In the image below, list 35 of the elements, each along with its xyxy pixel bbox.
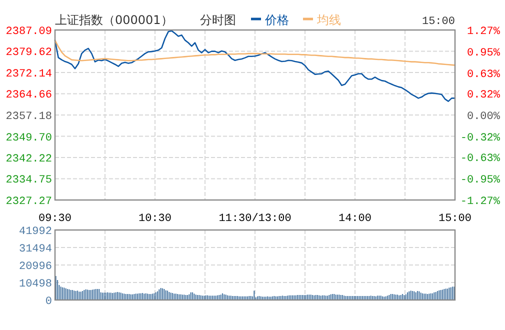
y-tick-label: 2357.18 [6,111,52,123]
chart-subtitle: 分时图 [200,13,236,27]
y2-tick-label: -0.95% [460,174,500,187]
y-tick-label: 2342.22 [6,154,52,166]
legend-label: 均线 [316,13,341,27]
y2-tick-label: 0.00% [466,111,500,123]
y-tick-label: 0 [45,296,52,308]
y2-tick-label: -0.63% [460,153,500,166]
y-tick-label: 2379.62 [6,47,52,60]
text: 15:00 [422,16,455,28]
line-series [54,40,456,66]
y-tick-label: 2387.09 [6,26,52,38]
y2-tick-label: 1.27% [466,26,500,38]
x-tick-label: 09:30 [38,213,72,225]
y2-tick-label: -1.27% [460,196,500,208]
y2-tick-label: -0.32% [460,132,500,144]
y-tick-label: 2349.70 [6,132,52,144]
y2-tick-label: 0.32% [466,90,500,102]
y-tick-label: 20996 [18,261,52,273]
y-tick-label: 31494 [18,244,52,256]
line-series [54,30,456,102]
legend-label: 价格 [264,13,289,27]
y-tick-label: 2334.75 [6,174,52,187]
y-tick-label: 2327.27 [6,196,52,208]
y-tick-label: 10498 [18,278,52,290]
y2-tick-label: 0.63% [466,68,500,81]
x-tick-label: 15:00 [438,213,472,225]
chart-title: 上证指数（000001） [55,13,173,27]
y-tick-label: 2372.14 [6,68,52,80]
y-tick-label: 41992 [18,226,52,238]
y-tick-label: 2364.66 [6,90,52,102]
x-tick-label: 10:30 [138,213,172,225]
y2-tick-label: 0.95% [466,47,500,60]
x-tick-label: 14:00 [338,213,372,225]
x-tick-label: 11:30/13:00 [218,213,292,225]
